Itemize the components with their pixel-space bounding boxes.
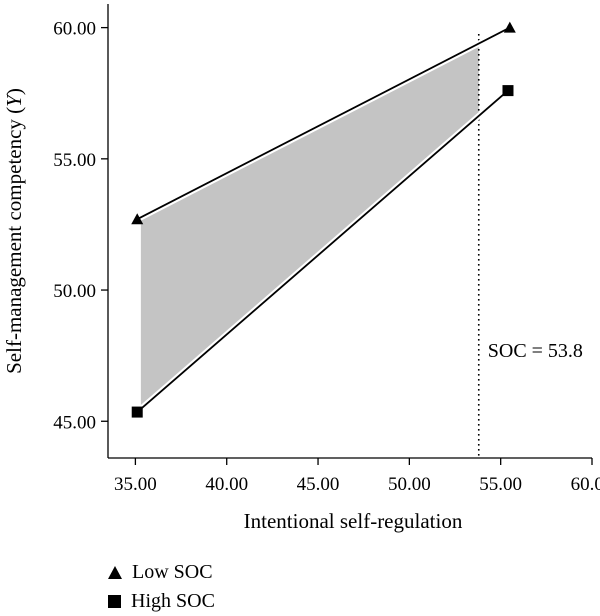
legend-label-high-soc: High SOC [131, 590, 215, 612]
x-tick-label: 55.00 [479, 474, 522, 495]
significance-region-layer [140, 46, 479, 406]
series-layer [131, 21, 516, 418]
high-soc-line [136, 89, 509, 413]
y-tick-label: 60.00 [53, 19, 96, 40]
high-soc-point [131, 406, 143, 418]
high-soc-point [502, 85, 514, 97]
label-layer: 35.00 40.00 45.00 50.00 55.00 60.00 45.00 50.00… [2, 19, 600, 533]
soc-threshold-label: SOC = 53.8 [488, 340, 583, 362]
axes-layer [101, 4, 593, 465]
y-tick-label: 45.00 [53, 412, 96, 433]
x-tick-label: 40.00 [205, 474, 248, 495]
legend: Low SOC High SOC [108, 558, 215, 616]
y-axis-title-close: ) [2, 88, 26, 95]
y-axis-title-main: Self-management competency ( [2, 107, 26, 374]
x-axis-title: Intentional self-regulation [244, 509, 463, 533]
significance-region [140, 46, 479, 406]
y-tick-label: 55.00 [53, 150, 96, 171]
low-soc-line [136, 26, 511, 220]
x-tick-label: 45.00 [297, 474, 340, 495]
legend-item-high-soc: High SOC [108, 587, 215, 616]
low-soc-point [131, 213, 144, 225]
chart-plot: 35.00 40.00 45.00 50.00 55.00 60.00 45.00 50.00… [2, 4, 600, 533]
y-tick-label: 50.00 [53, 281, 96, 302]
x-tick-label: 60.00 [571, 474, 600, 495]
legend-label-low-soc: Low SOC [132, 561, 213, 583]
legend-item-low-soc: Low SOC [108, 558, 215, 587]
triangle-marker-icon [108, 566, 122, 579]
square-marker-icon [108, 595, 121, 608]
x-tick-label: 50.00 [388, 474, 431, 495]
y-axis-title: Self-management competency (Y) [2, 88, 26, 374]
y-axis-title-variable: Y [2, 93, 26, 107]
low-soc-point [503, 21, 516, 33]
x-tick-label: 35.00 [114, 474, 157, 495]
